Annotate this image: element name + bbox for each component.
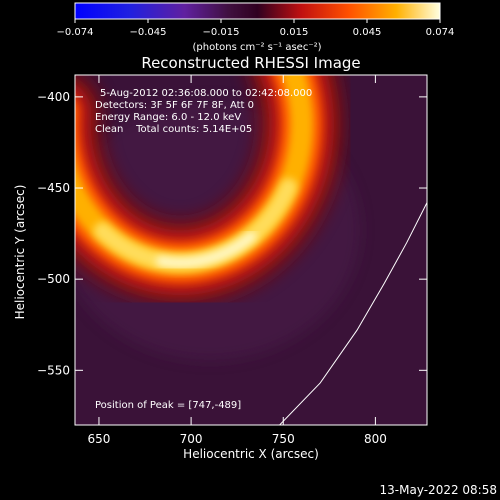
annotation-clean: Clean Total counts: 5.14E+05 — [95, 124, 252, 135]
plot-frame — [74, 74, 428, 426]
y-tick-label: −400 — [37, 90, 70, 104]
colorbar-tick-label: −0.015 — [202, 27, 239, 38]
y-axis-label: Heliocentric Y (arcsec) — [13, 185, 27, 320]
solar-limb-curve — [279, 202, 427, 425]
colorbar-tick-label: 0.045 — [353, 27, 382, 38]
colorbar-unit-label: (photons cm⁻² s⁻¹ asec⁻²) — [192, 42, 321, 53]
annotation-energy: Energy Range: 6.0 - 12.0 keV — [95, 112, 241, 123]
y-tick-label: −550 — [37, 363, 70, 377]
flare-source-arc — [75, 75, 349, 311]
colorbar-tick-label: −0.074 — [56, 27, 93, 38]
x-axis-label: Heliocentric X (arcsec) — [183, 447, 319, 461]
y-tick-label: −500 — [37, 272, 70, 286]
image-layer — [75, 75, 427, 425]
colorbar-tick-label: 0.074 — [426, 27, 455, 38]
colorbar — [74, 2, 441, 20]
chart-title: Reconstructed RHESSI Image — [141, 54, 360, 72]
y-tick-label: −450 — [37, 181, 70, 195]
x-tick-label: 700 — [180, 432, 203, 446]
colorbar-tick-label: 0.015 — [280, 27, 309, 38]
y-axis-ticks: −400 −450 −500 −550 — [37, 90, 427, 377]
x-axis-ticks: 650 700 750 800 — [88, 75, 387, 446]
x-tick-label: 750 — [272, 432, 295, 446]
x-tick-label: 800 — [364, 432, 387, 446]
annotation-detectors: Detectors: 3F 5F 6F 7F 8F, Att 0 — [95, 100, 254, 111]
flare-arc-peak — [155, 231, 257, 268]
colorbar-tick-label: −0.045 — [129, 27, 166, 38]
annotation-time: 5-Aug-2012 02:36:08.000 to 02:42:08.000 — [100, 88, 312, 99]
annotation-peak-position: Position of Peak = [747,-489] — [95, 400, 241, 411]
x-tick-label: 650 — [88, 432, 111, 446]
colorbar-ticks: −0.074 −0.045 −0.015 0.015 0.045 0.074 — [56, 19, 454, 38]
footer-date: 13-May-2022 08:58 — [380, 483, 497, 497]
